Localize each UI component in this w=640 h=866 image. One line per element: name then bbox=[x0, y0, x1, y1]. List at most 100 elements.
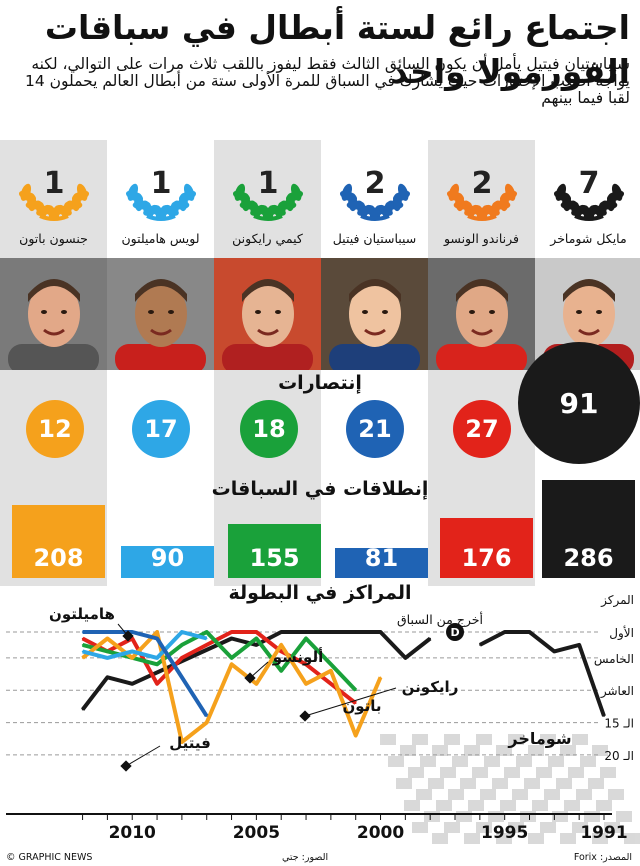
laurel-leaf bbox=[262, 204, 278, 219]
data-point bbox=[106, 676, 109, 679]
data-point bbox=[205, 715, 208, 717]
flag-square bbox=[432, 833, 448, 844]
footer-photos: الصور: جتي bbox=[282, 852, 329, 863]
wins-circle-hamilton: 17 bbox=[132, 400, 190, 458]
data-point bbox=[205, 631, 208, 633]
series-line bbox=[81, 630, 383, 744]
pointer-diamond-icon bbox=[299, 710, 311, 722]
flag-square bbox=[436, 800, 452, 811]
laurel-wreath-icon: 7 bbox=[549, 148, 629, 224]
flag-square bbox=[488, 811, 504, 822]
laurel-leaf bbox=[71, 193, 81, 212]
driver-name: مايكل شوماخر bbox=[550, 231, 627, 246]
data-point bbox=[156, 657, 158, 659]
data-point bbox=[280, 650, 283, 653]
flag-square bbox=[592, 833, 608, 844]
x-tick-label: 1991 bbox=[580, 823, 627, 843]
data-point bbox=[181, 676, 183, 679]
data-point bbox=[230, 637, 233, 640]
data-point bbox=[429, 637, 432, 640]
flag-square bbox=[508, 822, 524, 833]
x-tick-label: 2000 bbox=[357, 823, 404, 843]
flag-square bbox=[596, 800, 612, 811]
driver-name: لويس هاميلتون bbox=[121, 231, 200, 246]
data-point bbox=[255, 637, 258, 640]
laurel-ribbon bbox=[253, 214, 283, 221]
y-axis-header: المركز bbox=[600, 593, 634, 608]
flag-square bbox=[528, 833, 544, 844]
flag-square bbox=[464, 833, 480, 844]
photo-face bbox=[456, 281, 508, 347]
flag-square bbox=[464, 745, 480, 756]
starts-bar-raikkonen: 155 bbox=[228, 524, 321, 578]
laurel-leaf bbox=[346, 200, 365, 210]
flag-square bbox=[556, 778, 572, 789]
flag-square bbox=[540, 822, 556, 833]
flag-square bbox=[412, 822, 428, 833]
laurel-leaf bbox=[476, 204, 492, 219]
photo-eye bbox=[255, 310, 261, 314]
driver-column-schumacher: 7 مايكل شوماخر bbox=[535, 140, 640, 586]
flag-square bbox=[476, 734, 492, 745]
photo-eye bbox=[362, 310, 368, 314]
laurel-leaf bbox=[18, 190, 37, 202]
y-tick-label: الأول bbox=[609, 625, 634, 641]
wins-circle-schumacher: 91 bbox=[518, 342, 640, 464]
photo-eye bbox=[41, 310, 47, 314]
data-point bbox=[81, 650, 84, 653]
driver-name: سيباستيان فيتيل bbox=[332, 231, 417, 246]
flag-square bbox=[524, 778, 540, 789]
photo-face bbox=[242, 281, 294, 347]
flag-square bbox=[568, 767, 584, 778]
y-tick-label: الخامس bbox=[594, 652, 634, 667]
data-point bbox=[354, 631, 357, 633]
data-point bbox=[106, 631, 109, 633]
laurel-leaf bbox=[61, 200, 73, 218]
flag-square bbox=[624, 833, 640, 844]
flag-square bbox=[400, 745, 416, 756]
flag-square bbox=[608, 789, 624, 800]
flag-square bbox=[452, 756, 468, 767]
data-point bbox=[305, 631, 307, 633]
data-point bbox=[81, 708, 84, 711]
flag-square bbox=[532, 800, 548, 811]
disqualified-marker-icon bbox=[446, 623, 465, 641]
laurel-leaf bbox=[155, 204, 171, 219]
wins-title: إنتصارات bbox=[278, 372, 362, 394]
series-label-vettel: فيتيل bbox=[169, 734, 211, 752]
driver-name: جنسون باتون bbox=[19, 231, 88, 246]
flag-square bbox=[544, 789, 560, 800]
series-label-raikkonen: رايكونن bbox=[402, 678, 459, 696]
data-point bbox=[379, 676, 382, 679]
laurel-wreath-icon: 1 bbox=[121, 148, 201, 224]
laurel-leaf bbox=[275, 200, 287, 218]
data-point bbox=[354, 734, 357, 737]
photo-face bbox=[349, 281, 401, 347]
titles-count: 2 bbox=[471, 166, 493, 201]
driver-column-button: 1 جنسون باتون bbox=[0, 140, 107, 586]
footer-brand: © GRAPHIC NEWS bbox=[6, 852, 93, 863]
positions-title: المراكز في البطولة bbox=[228, 582, 412, 604]
photo-face bbox=[135, 281, 187, 347]
flag-square bbox=[520, 811, 536, 822]
wins-circle-button: 12 bbox=[26, 400, 84, 458]
laurel-leaf bbox=[453, 200, 472, 210]
flag-square bbox=[528, 745, 544, 756]
photo-hair bbox=[28, 279, 80, 302]
positions-chart-svg: الأول الخامس العاشر الـ 15 الـ 20 المركز 2010 2… bbox=[6, 593, 640, 844]
flag-square bbox=[408, 767, 424, 778]
flag-square bbox=[560, 745, 576, 756]
starts-value: 208 bbox=[33, 544, 84, 572]
starts-value: 286 bbox=[563, 544, 614, 572]
data-point bbox=[330, 631, 332, 633]
laurel-leaf bbox=[339, 190, 358, 202]
starts-title: إنطلاقات في السباقات bbox=[211, 478, 429, 500]
driver-column-raikkonen: 1 كيمي رايكونن bbox=[214, 140, 321, 586]
flag-square bbox=[516, 756, 532, 767]
flag-square bbox=[580, 756, 596, 767]
flag-square bbox=[604, 822, 620, 833]
data-point bbox=[106, 657, 109, 659]
data-point bbox=[131, 631, 133, 633]
flag-square bbox=[416, 789, 432, 800]
flag-square bbox=[504, 767, 520, 778]
